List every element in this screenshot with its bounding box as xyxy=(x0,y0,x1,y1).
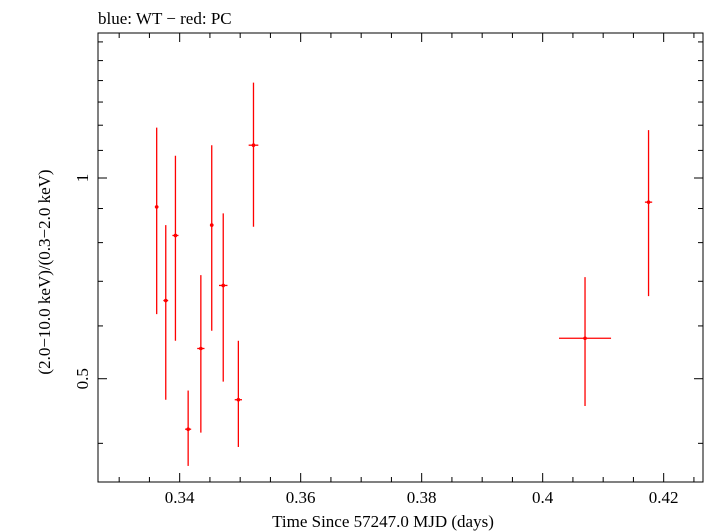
data-series xyxy=(154,82,653,466)
point-marker xyxy=(209,223,214,227)
point-marker xyxy=(236,397,241,402)
x-tick-label: 0.38 xyxy=(407,488,437,507)
x-tick-label: 0.34 xyxy=(165,488,195,507)
point-marker xyxy=(221,283,226,288)
x-tick-label: 0.4 xyxy=(532,488,554,507)
point-marker xyxy=(646,200,651,204)
data-point xyxy=(209,145,214,331)
x-axis: 0.34 0.36 0.38 0.4 0.42 xyxy=(118,33,695,507)
y-tick-label: 0.5 xyxy=(73,368,92,389)
data-point xyxy=(234,340,242,447)
plot-frame xyxy=(97,32,704,483)
y-axis-label: (2.0−10.0 keV)/(0.3−2.0 keV) xyxy=(35,169,54,374)
y-tick-label: 1 xyxy=(73,174,92,183)
x-tick-label: 0.42 xyxy=(649,488,679,507)
point-marker xyxy=(186,427,190,432)
data-point xyxy=(219,213,228,382)
y-axis: 0.51 xyxy=(73,41,703,444)
point-marker xyxy=(154,205,159,209)
point-marker xyxy=(199,346,203,351)
data-point xyxy=(172,155,179,341)
point-marker xyxy=(583,336,587,341)
x-tick-label: 0.36 xyxy=(286,488,316,507)
data-point xyxy=(197,275,205,433)
point-marker xyxy=(173,233,178,238)
data-point xyxy=(248,82,259,227)
chart-title: blue: WT − red: PC xyxy=(98,9,232,28)
data-point xyxy=(644,130,653,297)
point-marker xyxy=(163,298,168,303)
data-point xyxy=(185,390,192,466)
data-point xyxy=(163,225,169,400)
data-point xyxy=(559,277,612,407)
data-point xyxy=(154,127,159,315)
point-marker xyxy=(251,143,256,147)
x-axis-label: Time Since 57247.0 MJD (days) xyxy=(272,512,494,531)
